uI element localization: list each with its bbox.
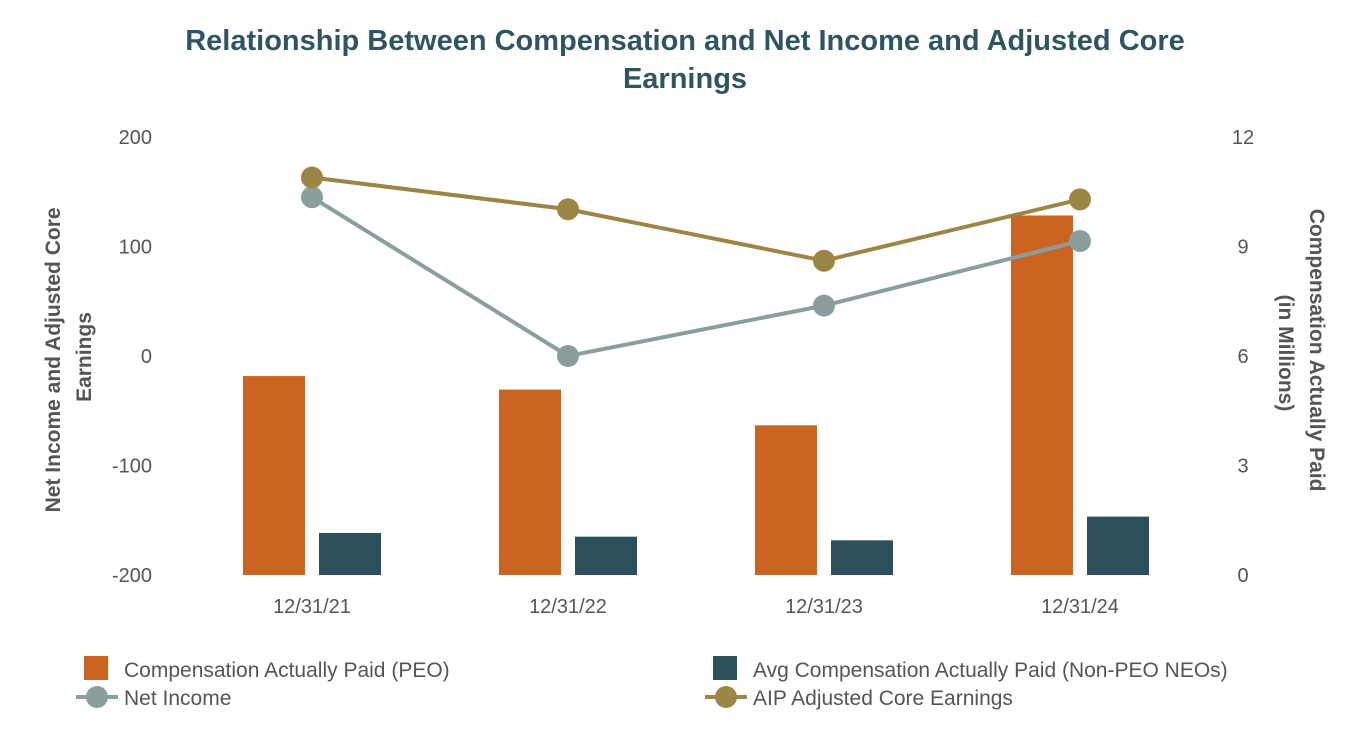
point-net-income <box>1069 230 1091 253</box>
line-aip-core-earnings <box>311 175 1081 263</box>
chart-title-line-1: Relationship Between Compensation and Ne… <box>185 25 1185 57</box>
right-tick-label: 0 <box>1237 565 1248 587</box>
bars <box>243 215 1149 575</box>
bar-non-peo <box>575 536 637 575</box>
lines <box>301 166 1091 367</box>
right-tick-label: 6 <box>1237 346 1248 368</box>
bar-non-peo <box>831 540 893 575</box>
bar-peo <box>1011 215 1073 575</box>
x-axis-labels: 12/31/21 12/31/22 12/31/23 12/31/24 <box>273 596 1119 618</box>
left-axis-title-line-2: Earnings <box>73 312 96 402</box>
legend-label-peo: Compensation Actually Paid (PEO) <box>124 659 450 682</box>
legend-label-aip: AIP Adjusted Core Earnings <box>753 687 1013 710</box>
point-aip-core-earnings <box>301 166 323 189</box>
left-tick-label: -100 <box>112 456 152 478</box>
left-tick-label: 100 <box>119 237 152 259</box>
x-tick-label: 12/31/22 <box>529 596 607 618</box>
legend-marker-aip <box>715 686 737 708</box>
right-axis-title-line-2: (in Millions) <box>1274 295 1297 412</box>
left-tick-label: -200 <box>112 565 152 587</box>
legend-marker-non-peo <box>713 656 737 680</box>
legend-label-net-income: Net Income <box>124 687 231 710</box>
bar-peo <box>755 425 817 575</box>
legend-marker-peo <box>84 656 108 680</box>
point-net-income <box>301 186 323 209</box>
point-aip-core-earnings <box>1069 188 1091 211</box>
left-axis-ticks: 200 100 0 -100 -200 <box>112 127 152 587</box>
right-axis-title: Compensation Actually Paid (in Millions) <box>1274 209 1328 498</box>
left-tick-label: 0 <box>141 346 152 368</box>
point-net-income <box>813 294 835 317</box>
right-tick-label: 3 <box>1237 456 1248 478</box>
left-axis-title: Net Income and Adjusted Core Earnings <box>42 202 96 513</box>
right-tick-label: 12 <box>1232 127 1254 149</box>
bar-non-peo <box>319 533 381 575</box>
chart-title-line-2: Earnings <box>622 63 748 95</box>
line-net-income <box>310 195 1081 359</box>
right-tick-label: 9 <box>1237 237 1248 259</box>
right-axis-ticks: 12 9 6 3 0 <box>1232 127 1254 587</box>
x-tick-label: 12/31/24 <box>1041 596 1119 618</box>
right-axis-title-line-1: Compensation Actually Paid <box>1305 209 1328 492</box>
legend-label-non-peo: Avg Compensation Actually Paid (Non-PEO … <box>753 659 1228 682</box>
bar-non-peo <box>1087 516 1149 575</box>
point-aip-core-earnings <box>813 249 835 272</box>
chart-title: Relationship Between Compensation and Ne… <box>0 22 1370 98</box>
x-tick-label: 12/31/23 <box>785 596 863 618</box>
left-tick-label: 200 <box>119 127 152 149</box>
point-aip-core-earnings <box>557 198 579 221</box>
bar-peo <box>499 389 561 575</box>
legend: Compensation Actually Paid (PEO) Avg Com… <box>76 656 1228 710</box>
legend-marker-net-income <box>86 686 108 708</box>
x-tick-label: 12/31/21 <box>273 596 351 618</box>
point-net-income <box>557 345 579 367</box>
bar-peo <box>243 376 305 575</box>
left-axis-title-line-1: Net Income and Adjusted Core <box>42 207 65 512</box>
